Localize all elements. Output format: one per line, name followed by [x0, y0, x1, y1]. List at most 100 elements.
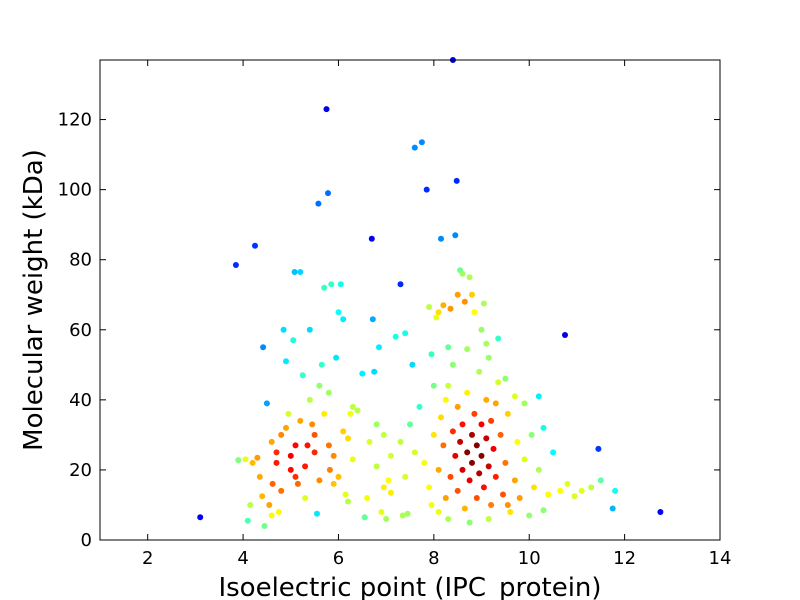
data-points: [197, 57, 664, 529]
data-point: [480, 300, 487, 307]
data-point: [454, 403, 461, 410]
data-point: [516, 495, 523, 501]
data-point: [504, 410, 511, 417]
data-point: [526, 512, 533, 519]
data-point: [256, 473, 263, 480]
data-point: [485, 354, 492, 361]
data-point: [562, 332, 568, 338]
data-point: [273, 449, 280, 456]
data-point: [469, 459, 475, 466]
data-point: [557, 487, 564, 494]
data-point: [466, 519, 473, 526]
data-point: [342, 491, 349, 498]
data-point: [418, 139, 425, 146]
data-point: [550, 449, 557, 456]
data-point: [260, 344, 267, 351]
data-point: [511, 393, 518, 400]
data-point: [459, 421, 466, 428]
data-point: [449, 428, 456, 435]
data-point: [440, 442, 447, 449]
data-point: [478, 326, 485, 333]
data-point: [335, 309, 342, 316]
data-point: [325, 190, 331, 197]
y-tick-label: 80: [69, 250, 92, 271]
data-point: [478, 421, 485, 428]
data-point: [340, 316, 347, 323]
data-point: [335, 473, 342, 480]
data-point: [278, 431, 285, 438]
data-point: [469, 291, 475, 298]
data-point: [306, 326, 313, 333]
data-point: [380, 484, 387, 491]
data-point: [464, 389, 471, 396]
data-point: [273, 459, 280, 466]
data-point: [383, 516, 390, 522]
data-point: [442, 495, 449, 501]
data-point: [287, 452, 294, 459]
data-point: [488, 417, 495, 424]
data-point: [290, 337, 297, 344]
data-point: [235, 457, 242, 464]
plot-background: [100, 60, 720, 540]
data-point: [278, 487, 285, 494]
data-point: [578, 487, 585, 494]
data-point: [471, 410, 478, 417]
data-point: [333, 354, 340, 361]
data-point: [545, 491, 552, 498]
data-point: [306, 396, 313, 403]
data-point: [426, 304, 433, 310]
data-point: [345, 498, 351, 505]
data-point: [328, 281, 335, 288]
data-point: [428, 351, 435, 358]
data-point: [435, 309, 442, 316]
data-point: [247, 502, 254, 508]
data-point: [349, 403, 356, 410]
data-point: [433, 314, 440, 321]
data-point: [266, 502, 273, 508]
data-point: [321, 410, 328, 417]
data-point: [609, 505, 616, 512]
data-point: [366, 438, 373, 445]
data-point: [459, 270, 466, 277]
x-tick-label: 14: [709, 548, 732, 569]
data-point: [476, 368, 483, 375]
data-point: [502, 459, 509, 466]
data-point: [497, 431, 504, 438]
data-point: [571, 493, 578, 500]
data-point: [380, 431, 387, 438]
data-point: [397, 438, 404, 445]
data-point: [269, 480, 276, 487]
data-point: [283, 358, 289, 365]
data-point: [349, 456, 356, 463]
data-point: [440, 302, 447, 309]
data-point: [302, 495, 309, 501]
data-point: [535, 466, 542, 473]
data-point: [325, 389, 332, 396]
data-point: [392, 333, 399, 340]
data-point: [297, 269, 304, 275]
data-point: [588, 484, 595, 491]
data-point: [461, 298, 468, 305]
data-point: [242, 456, 249, 463]
data-point: [500, 491, 506, 498]
data-point: [502, 375, 509, 382]
data-point: [311, 449, 318, 456]
data-point: [504, 502, 511, 508]
data-point: [291, 269, 298, 275]
data-point: [430, 382, 437, 389]
data-point: [309, 421, 316, 428]
data-point: [304, 442, 311, 449]
data-point: [302, 463, 309, 470]
data-point: [325, 442, 332, 449]
data-point: [292, 442, 299, 449]
data-point: [292, 473, 299, 480]
data-point: [464, 449, 471, 456]
data-point: [263, 400, 270, 407]
data-point: [359, 370, 366, 377]
data-point: [371, 368, 378, 375]
data-point: [445, 344, 452, 351]
data-point: [445, 382, 452, 389]
data-point: [492, 400, 499, 407]
data-point: [411, 144, 418, 151]
